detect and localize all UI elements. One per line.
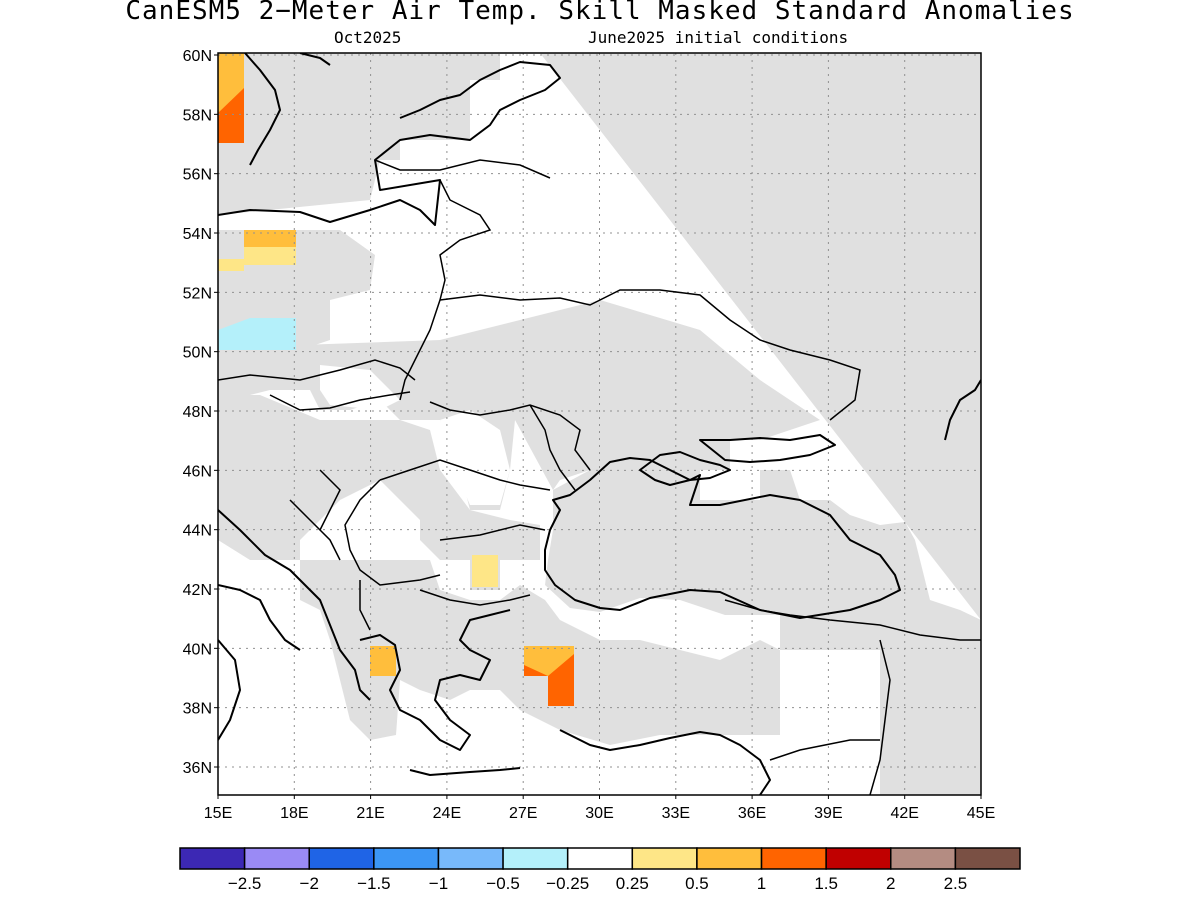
anomaly-cells <box>218 53 574 706</box>
lat-tick-label: 40N <box>183 641 212 658</box>
lat-tick-label: 48N <box>183 404 212 421</box>
lon-tick-label: 18E <box>280 805 308 822</box>
lon-tick-label: 30E <box>585 805 613 822</box>
colorbar-swatch <box>760 847 827 870</box>
lon-tick-label: 42E <box>890 805 918 822</box>
colorbar-label: −0.25 <box>546 874 589 893</box>
colorbar-swatch <box>373 847 440 870</box>
colorbar-label: −2.5 <box>228 874 262 893</box>
colorbar-swatch <box>243 847 310 870</box>
lon-tick-label: 27E <box>509 805 537 822</box>
colorbar-swatch <box>566 847 634 870</box>
colorbar-label: 1.5 <box>814 874 838 893</box>
colorbar-swatch <box>308 847 375 870</box>
colorbar: −2.5 −2 −1.5 −1 −0.5 −0.25 0.25 0.5 1 1.5 2 2.5 <box>179 847 1021 893</box>
lon-tick-label: 15E <box>204 805 232 822</box>
colorbar-label: 0.25 <box>616 874 649 893</box>
colorbar-swatch <box>179 847 246 870</box>
chart-title: CanESM5 2−Meter Air Temp. Skill Masked S… <box>125 0 1075 26</box>
lat-tick-label: 58N <box>183 107 212 124</box>
lon-tick-label: 45E <box>967 805 995 822</box>
colorbar-swatch <box>631 847 698 870</box>
lat-tick-label: 42N <box>183 582 212 599</box>
colorbar-swatch <box>954 847 1021 870</box>
axis-ticks: 60N 58N 56N 54N 52N 50N 48N 46N 44N 42N 40N 38N 36N 1… <box>183 48 996 822</box>
lat-tick-label: 52N <box>183 285 212 302</box>
lat-tick-label: 60N <box>183 48 212 65</box>
colorbar-label: 0.5 <box>685 874 709 893</box>
colorbar-swatch <box>825 847 892 870</box>
colorbar-swatch <box>890 847 957 870</box>
colorbar-label: −1.5 <box>357 874 391 893</box>
colorbar-label: 2 <box>886 874 895 893</box>
colorbar-label: −1 <box>429 874 448 893</box>
lon-tick-label: 39E <box>814 805 842 822</box>
lat-tick-label: 54N <box>183 226 212 243</box>
country-borders <box>218 159 981 795</box>
lat-tick-label: 50N <box>183 345 212 362</box>
initial-conditions: June2025 initial conditions <box>588 28 849 47</box>
colorbar-label: 2.5 <box>944 874 968 893</box>
coastlines <box>218 53 981 795</box>
colorbar-swatch <box>437 847 504 870</box>
colorbar-swatch <box>696 847 763 870</box>
colorbar-label: 1 <box>757 874 766 893</box>
colorbar-swatch <box>502 847 569 870</box>
lon-tick-label: 24E <box>433 805 461 822</box>
lon-tick-label: 21E <box>356 805 384 822</box>
lat-lon-grid <box>218 53 981 795</box>
lon-tick-label: 33E <box>662 805 690 822</box>
forecast-month: Oct2025 <box>334 28 402 47</box>
lat-tick-label: 38N <box>183 701 212 718</box>
colorbar-label: −2 <box>300 874 319 893</box>
colorbar-label: −0.5 <box>486 874 520 893</box>
lat-tick-label: 46N <box>183 463 212 480</box>
lat-tick-label: 44N <box>183 523 212 540</box>
lat-tick-label: 56N <box>183 167 212 184</box>
lat-tick-label: 36N <box>183 760 212 777</box>
lon-tick-label: 36E <box>738 805 766 822</box>
